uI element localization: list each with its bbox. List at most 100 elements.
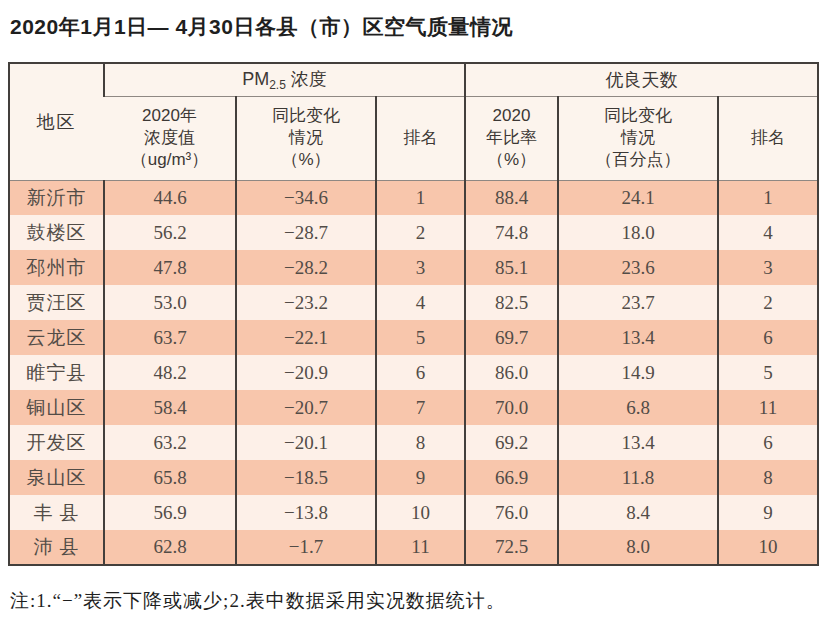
group-header-row: 地区 PM2.5 浓度 优良天数 (9, 63, 818, 96)
region-cell: 云龙区 (9, 320, 104, 355)
value-cell: −13.8 (236, 495, 376, 530)
value-cell: 18.0 (558, 215, 718, 250)
value-cell: −28.7 (236, 215, 376, 250)
table-row: 开发区63.2−20.1869.213.46 (9, 425, 818, 460)
value-cell: 10 (376, 495, 465, 530)
value-cell: 85.1 (465, 250, 558, 285)
value-cell: 4 (376, 285, 465, 320)
value-cell: 63.2 (104, 425, 236, 460)
value-cell: 3 (376, 250, 465, 285)
good-days-change-header: 同比变化 情况 （百分点） (558, 96, 718, 180)
value-cell: 2 (376, 215, 465, 250)
footnote: 注:1.“−”表示下降或减少;2.表中数据采用实况数据统计。 (10, 588, 817, 614)
pm25-label-subscript: 2.5 (269, 78, 286, 92)
page-title: 2020年1月1日— 4月30日各县（市）区空气质量情况 (10, 12, 817, 42)
value-cell: 1 (718, 180, 818, 215)
value-cell: −22.1 (236, 320, 376, 355)
value-cell: 23.6 (558, 250, 718, 285)
value-cell: 63.7 (104, 320, 236, 355)
region-cell: 泉山区 (9, 460, 104, 495)
value-cell: 24.1 (558, 180, 718, 215)
value-cell: 47.8 (104, 250, 236, 285)
table-row: 睢宁县48.2−20.9686.014.95 (9, 355, 818, 390)
region-cell: 新沂市 (9, 180, 104, 215)
value-cell: 8 (376, 425, 465, 460)
value-cell: 8.4 (558, 495, 718, 530)
region-cell: 铜山区 (9, 390, 104, 425)
value-cell: 56.2 (104, 215, 236, 250)
value-cell: −20.1 (236, 425, 376, 460)
value-cell: 1 (376, 180, 465, 215)
value-cell: 3 (718, 250, 818, 285)
value-cell: 76.0 (465, 495, 558, 530)
pm25-label-suffix: 浓度 (286, 69, 327, 89)
value-cell: 48.2 (104, 355, 236, 390)
region-cell: 贾汪区 (9, 285, 104, 320)
page: 2020年1月1日— 4月30日各县（市）区空气质量情况 地区 PM2.5 浓度… (0, 0, 825, 620)
value-cell: 58.4 (104, 390, 236, 425)
value-cell: 65.8 (104, 460, 236, 495)
pm25-rank-header: 排名 (376, 96, 465, 180)
value-cell: 86.0 (465, 355, 558, 390)
good-days-ratio-header: 2020 年比率 （%） (465, 96, 558, 180)
value-cell: 8.0 (558, 530, 718, 565)
sub-header-row: 2020年 浓度值 （ug/m³） 同比变化 情况 （%） 排名 2020 年比… (9, 96, 818, 180)
value-cell: 10 (718, 530, 818, 565)
value-cell: 6.8 (558, 390, 718, 425)
value-cell: −28.2 (236, 250, 376, 285)
value-cell: 5 (376, 320, 465, 355)
table-row: 云龙区63.7−22.1569.713.46 (9, 320, 818, 355)
pm25-group-header: PM2.5 浓度 (104, 63, 465, 96)
pm25-label-prefix: PM (242, 69, 269, 89)
value-cell: 13.4 (558, 425, 718, 460)
region-cell: 开发区 (9, 425, 104, 460)
value-cell: −23.2 (236, 285, 376, 320)
region-column-header: 地区 (9, 63, 104, 180)
value-cell: 6 (718, 425, 818, 460)
value-cell: 13.4 (558, 320, 718, 355)
table-row: 丰 县56.9−13.81076.08.49 (9, 495, 818, 530)
value-cell: 9 (718, 495, 818, 530)
table-row: 新沂市44.6−34.6188.424.11 (9, 180, 818, 215)
table-header: 地区 PM2.5 浓度 优良天数 2020年 浓度值 （ug/m³） 同比变化 … (9, 63, 818, 180)
value-cell: 53.0 (104, 285, 236, 320)
table-body: 新沂市44.6−34.6188.424.11鼓楼区56.2−28.7274.81… (9, 180, 818, 565)
good-days-rank-header: 排名 (718, 96, 818, 180)
value-cell: 6 (718, 320, 818, 355)
region-cell: 睢宁县 (9, 355, 104, 390)
value-cell: 66.9 (465, 460, 558, 495)
value-cell: −34.6 (236, 180, 376, 215)
value-cell: −1.7 (236, 530, 376, 565)
value-cell: 2 (718, 285, 818, 320)
table-row: 铜山区58.4−20.7770.06.811 (9, 390, 818, 425)
region-cell: 沛 县 (9, 530, 104, 565)
value-cell: 74.8 (465, 215, 558, 250)
table-row: 鼓楼区56.2−28.7274.818.04 (9, 215, 818, 250)
value-cell: 5 (718, 355, 818, 390)
value-cell: 11.8 (558, 460, 718, 495)
value-cell: −20.7 (236, 390, 376, 425)
table-row: 沛 县62.8−1.71172.58.010 (9, 530, 818, 565)
value-cell: 11 (376, 530, 465, 565)
region-cell: 邳州市 (9, 250, 104, 285)
value-cell: 23.7 (558, 285, 718, 320)
value-cell: 70.0 (465, 390, 558, 425)
pm25-value-header: 2020年 浓度值 （ug/m³） (104, 96, 236, 180)
value-cell: 44.6 (104, 180, 236, 215)
value-cell: 9 (376, 460, 465, 495)
value-cell: 62.8 (104, 530, 236, 565)
value-cell: −20.9 (236, 355, 376, 390)
value-cell: 56.9 (104, 495, 236, 530)
value-cell: 11 (718, 390, 818, 425)
value-cell: 82.5 (465, 285, 558, 320)
table-row: 泉山区65.8−18.5966.911.88 (9, 460, 818, 495)
pm25-change-header: 同比变化 情况 （%） (236, 96, 376, 180)
region-cell: 鼓楼区 (9, 215, 104, 250)
value-cell: 88.4 (465, 180, 558, 215)
value-cell: 8 (718, 460, 818, 495)
value-cell: 69.2 (465, 425, 558, 460)
value-cell: 4 (718, 215, 818, 250)
value-cell: 14.9 (558, 355, 718, 390)
region-cell: 丰 县 (9, 495, 104, 530)
value-cell: 72.5 (465, 530, 558, 565)
